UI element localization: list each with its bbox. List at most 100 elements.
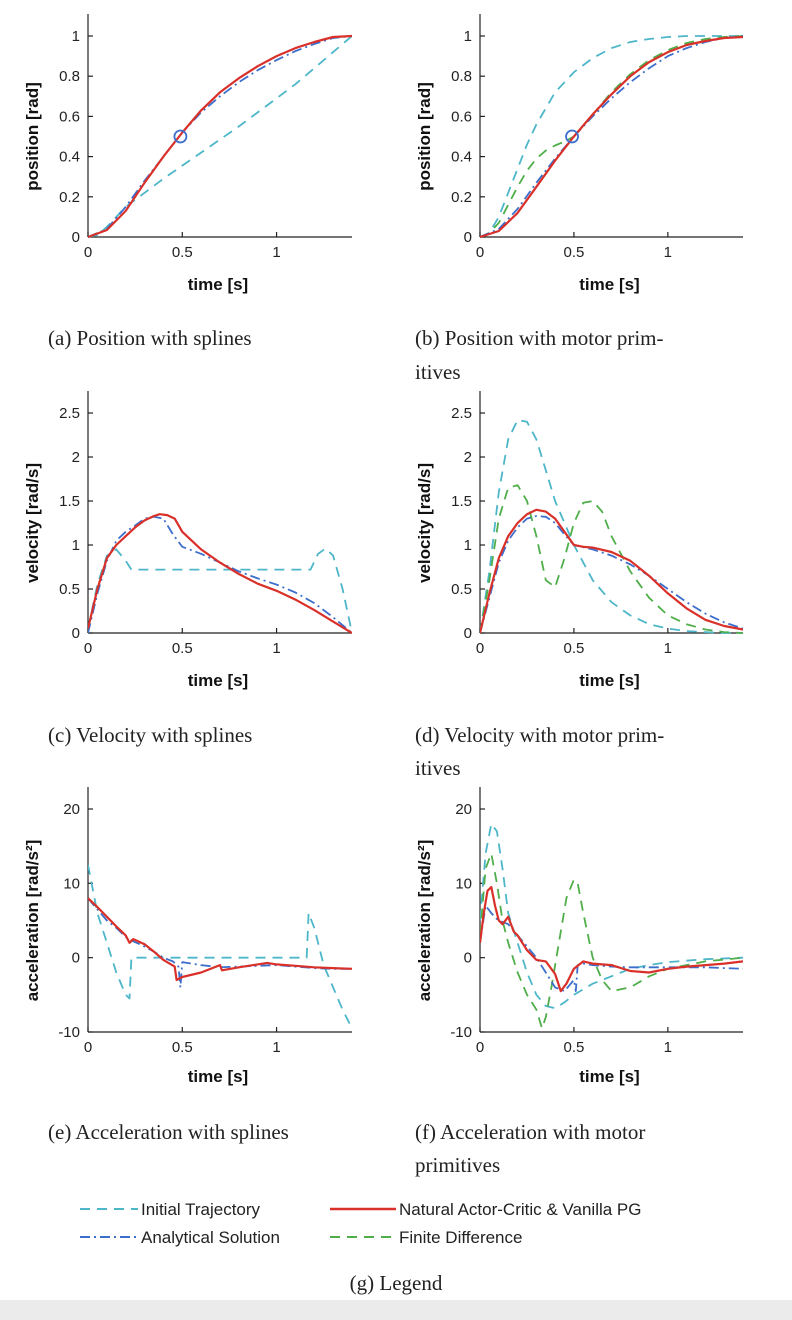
y-tick-label: 2.5 (59, 405, 80, 422)
y-axis-label: position [rad] (415, 82, 434, 191)
x-tick-label: 0 (476, 640, 484, 657)
series-line-finite (480, 484, 743, 634)
bottom-strip (0, 1300, 792, 1320)
chart-panel-b: 0 0.2 0.4 0.6 0.8 1 0 0.5 1 time [s] position [rad… (415, 14, 743, 384)
panel-caption: (e) Acceleration with splines (48, 1120, 289, 1144)
y-tick-label: 0.4 (59, 149, 80, 166)
y-axis-label: position [rad] (23, 82, 42, 191)
panel-caption: (c) Velocity with splines (48, 723, 252, 747)
panel-caption: itives (415, 360, 461, 384)
y-tick-label: 1.5 (59, 493, 80, 510)
x-axis-label: time [s] (188, 671, 248, 690)
x-tick-label: 0.5 (172, 1039, 193, 1056)
y-tick-label: 0 (464, 625, 472, 642)
y-tick-label: 0 (464, 229, 472, 246)
x-tick-label: 1 (664, 1039, 672, 1056)
series-line-natural (88, 897, 352, 982)
series-line-analytical (480, 904, 743, 992)
panel-caption: (f) Acceleration with motor (415, 1120, 645, 1144)
x-tick-label: 0 (84, 640, 92, 657)
series-line-initial (88, 864, 352, 1029)
x-tick-label: 0.5 (172, 244, 193, 261)
x-axis-label: time [s] (579, 671, 639, 690)
x-tick-label: 0.5 (563, 244, 584, 261)
y-tick-label: 1 (464, 28, 472, 45)
series-group (480, 35, 743, 239)
x-tick-label: 0.5 (563, 1039, 584, 1056)
y-tick-label: 1.5 (451, 493, 472, 510)
y-tick-label: 1 (464, 537, 472, 554)
panel-caption: (b) Position with motor prim- (415, 326, 664, 350)
y-tick-label: 0.2 (451, 189, 472, 206)
chart-panel-c: 0 0.5 1 1.5 2 2.5 0 0.5 1 time [s] velocity [rad/s… (23, 391, 352, 747)
y-tick-label: 0.8 (451, 68, 472, 85)
series-line-natural (88, 34, 352, 239)
y-tick-label: -10 (450, 1024, 472, 1041)
y-tick-label: 2 (72, 449, 80, 466)
legend-label-analytical: Analytical Solution (141, 1228, 280, 1247)
y-tick-label: 20 (63, 801, 80, 818)
y-tick-label: 0 (464, 950, 472, 967)
legend-label-finite: Finite Difference (399, 1228, 522, 1247)
legend-label-initial: Initial Trajectory (141, 1200, 261, 1219)
y-tick-label: 2 (464, 449, 472, 466)
y-tick-label: 10 (455, 875, 472, 892)
series-line-natural (88, 513, 352, 634)
series-line-analytical (88, 515, 352, 634)
y-tick-label: 20 (455, 801, 472, 818)
y-tick-label: 0.5 (451, 581, 472, 598)
y-tick-label: 10 (63, 875, 80, 892)
series-line-analytical (88, 35, 352, 238)
y-tick-label: 0 (72, 229, 80, 246)
series-group (88, 513, 352, 634)
y-axis-label: acceleration [rad/s²] (415, 840, 434, 1002)
panel-caption: primitives (415, 1153, 500, 1177)
x-tick-label: 1 (272, 1039, 280, 1056)
x-axis-label: time [s] (188, 275, 248, 294)
legend: Initial Trajectory Natural Actor-Critic &… (80, 1200, 641, 1295)
y-tick-label: 0.6 (451, 108, 472, 125)
y-tick-label: 0.6 (59, 108, 80, 125)
x-axis-label: time [s] (188, 1067, 248, 1086)
series-line-finite (480, 35, 743, 238)
x-tick-label: 1 (664, 244, 672, 261)
chart-panel-d: 0 0.5 1 1.5 2 2.5 0 0.5 1 time [s] velocity [rad/s… (415, 391, 743, 780)
series-line-initial (480, 35, 743, 238)
panel-caption: (a) Position with splines (48, 326, 252, 350)
x-tick-label: 0.5 (563, 640, 584, 657)
series-group (88, 864, 352, 1029)
series-line-initial (88, 547, 352, 634)
y-tick-label: 0.8 (59, 68, 80, 85)
y-tick-label: 1 (72, 28, 80, 45)
y-tick-label: 0 (72, 950, 80, 967)
series-line-analytical (480, 515, 743, 634)
y-tick-label: 0.2 (59, 189, 80, 206)
series-group (480, 419, 743, 634)
x-tick-label: 0.5 (172, 640, 193, 657)
series-group (88, 34, 352, 239)
y-axis-label: velocity [rad/s] (23, 463, 42, 583)
x-tick-label: 1 (272, 640, 280, 657)
x-tick-label: 0 (84, 244, 92, 261)
y-tick-label: 2.5 (451, 405, 472, 422)
x-axis-label: time [s] (579, 1067, 639, 1086)
legend-label-natural: Natural Actor-Critic & Vanilla PG (399, 1200, 641, 1219)
series-group (480, 823, 743, 1030)
series-line-natural (480, 885, 743, 993)
y-tick-label: 0.4 (451, 149, 472, 166)
y-axis-label: acceleration [rad/s²] (23, 840, 42, 1002)
x-tick-label: 0 (476, 1039, 484, 1056)
x-tick-label: 0 (84, 1039, 92, 1056)
series-line-natural (480, 508, 743, 634)
panel-caption: itives (415, 756, 461, 780)
series-line-initial (88, 35, 352, 238)
y-axis-label: velocity [rad/s] (415, 463, 434, 583)
x-tick-label: 1 (272, 244, 280, 261)
x-tick-label: 0 (476, 244, 484, 261)
x-axis-label: time [s] (579, 275, 639, 294)
series-line-initial (480, 823, 743, 1010)
y-tick-label: 0.5 (59, 581, 80, 598)
